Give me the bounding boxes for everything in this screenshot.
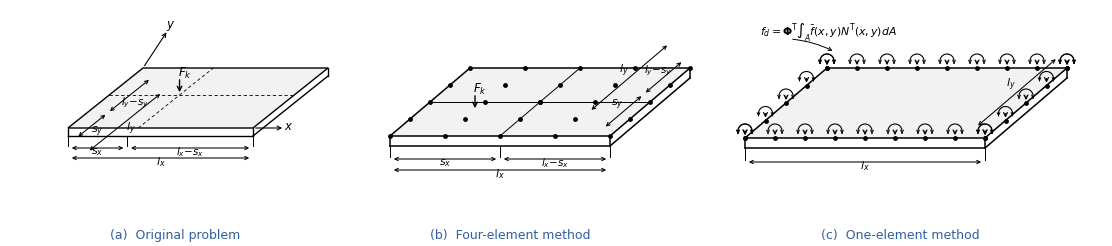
Text: $x$: $x$ <box>285 121 294 134</box>
Text: $F_k$: $F_k$ <box>178 65 191 80</box>
Text: $l_y$: $l_y$ <box>126 121 136 138</box>
Text: (c)  One-element method: (c) One-element method <box>821 229 980 242</box>
Text: (b)  Four-element method: (b) Four-element method <box>429 229 590 242</box>
Polygon shape <box>745 68 1068 138</box>
Text: $F_k$: $F_k$ <box>473 81 487 96</box>
Text: $y$: $y$ <box>167 19 176 33</box>
Text: $f_d = \boldsymbol{\Phi}^{\mathrm{T}}\int_A \bar{f}(x,y)N^{\mathrm{T}}(x,y)dA$: $f_d = \boldsymbol{\Phi}^{\mathrm{T}}\in… <box>759 22 896 44</box>
Text: $s_x$: $s_x$ <box>439 157 451 169</box>
Text: $s_x$: $s_x$ <box>91 146 103 158</box>
Text: $l_x$: $l_x$ <box>495 167 505 181</box>
Text: $l_y$: $l_y$ <box>1005 77 1015 93</box>
Polygon shape <box>390 68 691 136</box>
Text: $l_y$$-$$s_y$: $l_y$$-$$s_y$ <box>644 63 672 78</box>
Text: $l_x$$-$$s_x$: $l_x$$-$$s_x$ <box>176 145 205 159</box>
Text: (a)  Original problem: (a) Original problem <box>110 229 240 242</box>
Text: $l_x$: $l_x$ <box>156 155 166 169</box>
Text: $l_x$$-$$s_x$: $l_x$$-$$s_x$ <box>542 156 569 170</box>
Text: $s_y$: $s_y$ <box>612 97 624 112</box>
Polygon shape <box>68 68 328 128</box>
Text: $l_y$$-$$s_y$: $l_y$$-$$s_y$ <box>121 95 149 110</box>
Text: $l_y$: $l_y$ <box>618 62 628 79</box>
Text: $l_x$: $l_x$ <box>860 159 870 173</box>
Text: $s_y$: $s_y$ <box>91 124 103 139</box>
